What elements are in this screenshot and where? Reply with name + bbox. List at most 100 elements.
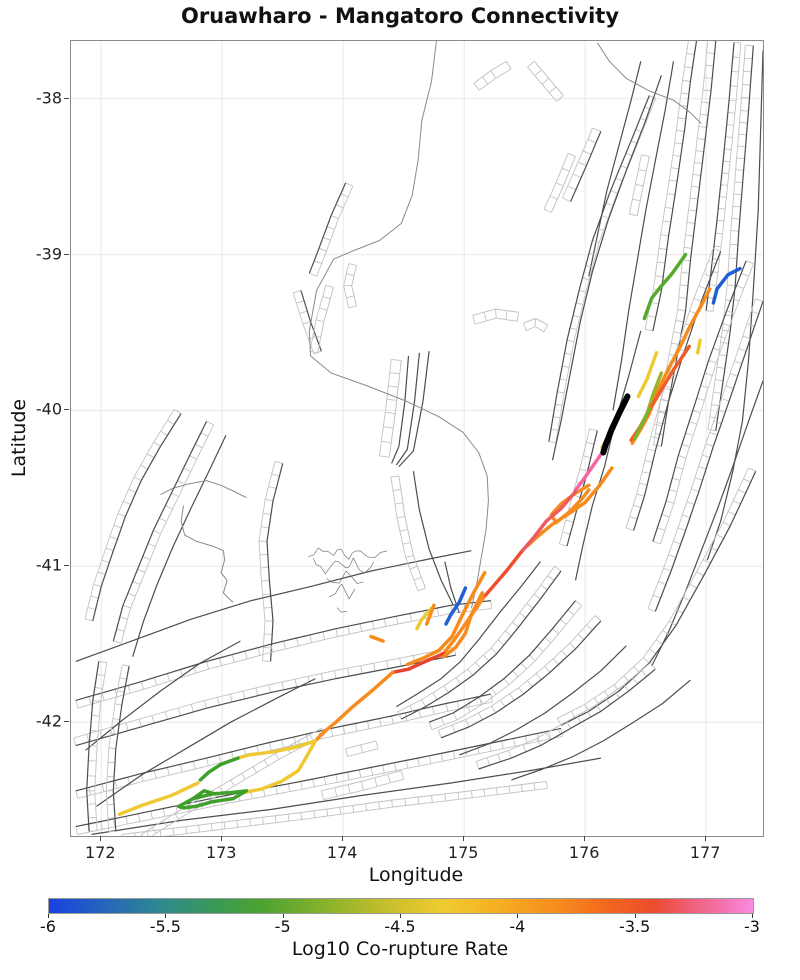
fault-rung bbox=[358, 769, 362, 778]
fault-rung bbox=[566, 721, 571, 729]
fault-edge bbox=[431, 605, 583, 731]
fault-rung bbox=[561, 650, 568, 658]
fault-rung bbox=[146, 831, 149, 836]
fault-rung bbox=[706, 52, 715, 54]
fault-rung bbox=[700, 113, 709, 116]
fault-trace bbox=[548, 95, 650, 442]
fault-rung bbox=[174, 813, 179, 820]
fault-rung bbox=[255, 687, 259, 696]
fault-rung bbox=[680, 92, 689, 95]
fault-rung bbox=[391, 358, 402, 362]
axis-tick-mark bbox=[64, 565, 69, 567]
fault-rung bbox=[732, 205, 741, 208]
fault-rung bbox=[127, 685, 131, 694]
fault-rung bbox=[122, 604, 131, 609]
fault-rung bbox=[673, 540, 681, 545]
fault-rung bbox=[620, 165, 628, 169]
fault-rung bbox=[206, 661, 210, 670]
fault-rung bbox=[322, 236, 331, 241]
fault-edge bbox=[94, 662, 108, 831]
fault-rung bbox=[417, 758, 420, 766]
fault-rung bbox=[478, 712, 483, 721]
rupture-orange-small bbox=[424, 603, 436, 626]
fault-trace bbox=[75, 693, 491, 792]
fault-rung bbox=[734, 181, 743, 183]
fault-rung bbox=[113, 524, 122, 529]
fault-rung bbox=[660, 234, 669, 237]
fault-rung bbox=[559, 618, 567, 625]
rupture-blue-wellington bbox=[444, 586, 468, 626]
fault-trace bbox=[459, 645, 627, 756]
fault-rung bbox=[647, 315, 656, 318]
fault-edge bbox=[474, 317, 518, 325]
fault-rung bbox=[270, 644, 274, 653]
fault-rung bbox=[360, 781, 365, 791]
fault-rung bbox=[655, 275, 664, 278]
fault-rung bbox=[294, 679, 298, 688]
fault-rung bbox=[262, 593, 271, 596]
fault-rung bbox=[342, 725, 346, 734]
fault-trace bbox=[612, 61, 675, 411]
fault-rung bbox=[704, 77, 713, 79]
fault-rung bbox=[575, 600, 582, 607]
fault-trace bbox=[92, 413, 182, 622]
fault-rung bbox=[660, 398, 669, 402]
fault-rung bbox=[663, 567, 672, 572]
fault-rung bbox=[545, 781, 548, 789]
fault-rung bbox=[534, 69, 542, 77]
fault-rung bbox=[504, 630, 512, 637]
fault-rung bbox=[322, 631, 326, 640]
fault-edge bbox=[73, 646, 455, 739]
fault-rung bbox=[287, 783, 291, 792]
fault-rung bbox=[112, 818, 116, 827]
fault-rung bbox=[75, 700, 79, 709]
fault-rung bbox=[649, 648, 657, 654]
fault-rung bbox=[159, 517, 167, 522]
fault-rung bbox=[89, 745, 98, 747]
fault-rung bbox=[274, 460, 283, 464]
fault-rung bbox=[177, 707, 181, 716]
fault-rung bbox=[326, 809, 329, 817]
fault-trace bbox=[706, 50, 763, 561]
fault-rung bbox=[655, 639, 663, 645]
fault-rung bbox=[325, 284, 334, 288]
fault-rung bbox=[428, 722, 433, 730]
fault-rung bbox=[661, 513, 670, 518]
fault-rung bbox=[405, 554, 414, 559]
fault-edge bbox=[77, 735, 563, 835]
fault-rung bbox=[720, 341, 729, 344]
fault-rung bbox=[729, 99, 737, 102]
colorbar-tick-label: -6 bbox=[40, 917, 56, 936]
fault-rung bbox=[733, 500, 741, 505]
fault-rung bbox=[561, 167, 570, 172]
fault-rung bbox=[300, 812, 303, 820]
fault-rung bbox=[642, 657, 650, 664]
fault-rung bbox=[649, 662, 656, 670]
rupture-yellow-tail bbox=[117, 781, 200, 816]
fault-rung bbox=[696, 397, 705, 401]
fault-rung bbox=[536, 645, 544, 652]
fault-rung bbox=[741, 97, 750, 99]
fault-trace bbox=[75, 600, 491, 701]
fault-rung bbox=[490, 647, 498, 654]
fault-rung bbox=[625, 152, 633, 157]
fault-rung bbox=[636, 493, 645, 497]
fault-rung bbox=[639, 482, 648, 486]
fault-rung bbox=[242, 690, 246, 699]
fault-rung bbox=[312, 335, 321, 338]
fault-rung bbox=[516, 312, 520, 322]
fault-rung bbox=[709, 431, 718, 436]
fault-rung bbox=[672, 154, 681, 157]
fault-edge bbox=[84, 409, 175, 620]
fault-rung bbox=[505, 310, 508, 320]
fault-trace bbox=[550, 156, 576, 213]
fault-rung bbox=[682, 514, 691, 518]
fault-rung bbox=[728, 257, 738, 259]
fault-rung bbox=[320, 673, 324, 682]
fault-rung bbox=[559, 543, 568, 547]
fault-rung bbox=[614, 691, 620, 699]
fault-rung bbox=[375, 740, 379, 749]
fault-rung bbox=[150, 811, 153, 819]
fault-trace bbox=[588, 61, 642, 277]
